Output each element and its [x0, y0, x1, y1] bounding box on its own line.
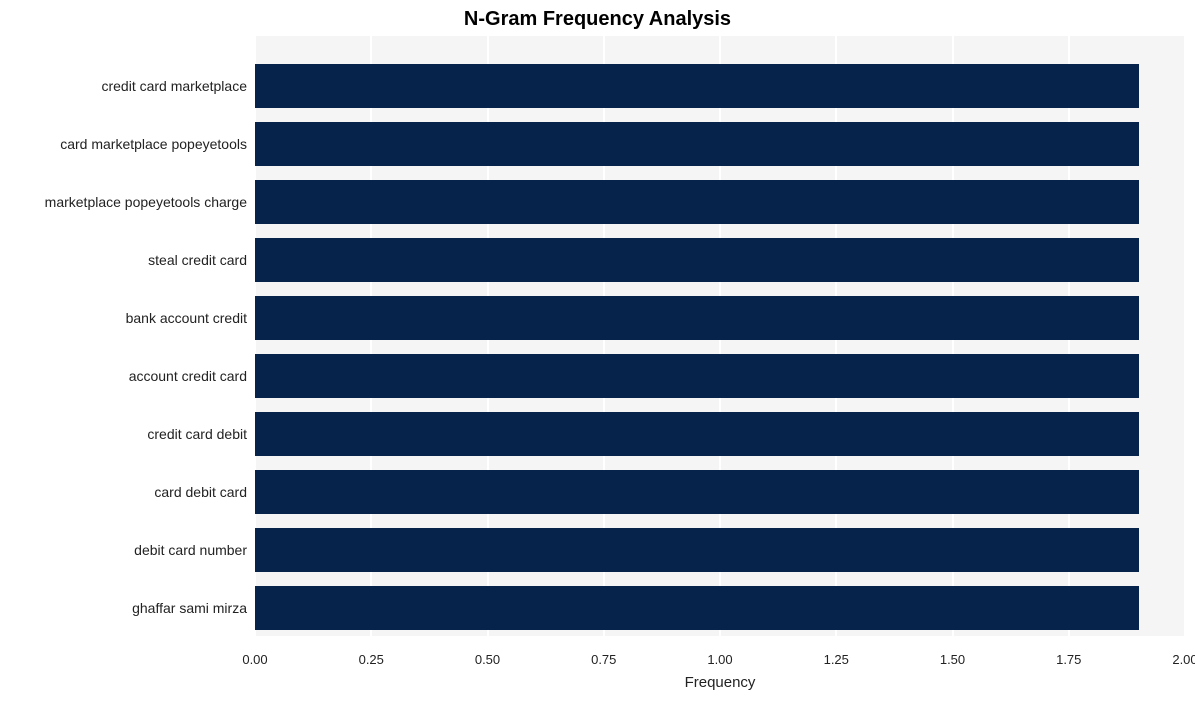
- y-tick-label: card debit card: [0, 484, 247, 500]
- x-tick-label: 1.00: [707, 652, 732, 667]
- bar: [255, 180, 1139, 224]
- grid-line: [1184, 36, 1186, 636]
- plot-area: [255, 36, 1185, 636]
- y-tick-label: debit card number: [0, 542, 247, 558]
- bar: [255, 470, 1139, 514]
- y-tick-label: steal credit card: [0, 252, 247, 268]
- y-tick-label: account credit card: [0, 368, 247, 384]
- bar: [255, 354, 1139, 398]
- y-tick-label: bank account credit: [0, 310, 247, 326]
- x-tick-label: 0.75: [591, 652, 616, 667]
- x-tick-label: 0.00: [242, 652, 267, 667]
- bar: [255, 586, 1139, 630]
- x-tick-label: 0.50: [475, 652, 500, 667]
- y-tick-label: ghaffar sami mirza: [0, 600, 247, 616]
- bar: [255, 122, 1139, 166]
- y-tick-label: credit card marketplace: [0, 78, 247, 94]
- bar: [255, 238, 1139, 282]
- x-axis-label: Frequency: [255, 674, 1185, 691]
- x-tick-label: 1.25: [824, 652, 849, 667]
- y-tick-label: card marketplace popeyetools: [0, 136, 247, 152]
- x-tick-label: 1.50: [940, 652, 965, 667]
- bar: [255, 296, 1139, 340]
- x-tick-label: 2.00: [1172, 652, 1195, 667]
- y-tick-label: marketplace popeyetools charge: [0, 194, 247, 210]
- ngram-frequency-chart: N-Gram Frequency Analysis 0.00 0.25 0.50 0.…: [0, 0, 1195, 701]
- chart-title: N-Gram Frequency Analysis: [0, 8, 1195, 31]
- bar: [255, 528, 1139, 572]
- bar: [255, 64, 1139, 108]
- bar: [255, 412, 1139, 456]
- x-tick-label: 1.75: [1056, 652, 1081, 667]
- x-tick-label: 0.25: [359, 652, 384, 667]
- x-axis-ticks: 0.000.250.500.751.001.251.501.752.00: [255, 652, 1185, 672]
- y-tick-label: credit card debit: [0, 426, 247, 442]
